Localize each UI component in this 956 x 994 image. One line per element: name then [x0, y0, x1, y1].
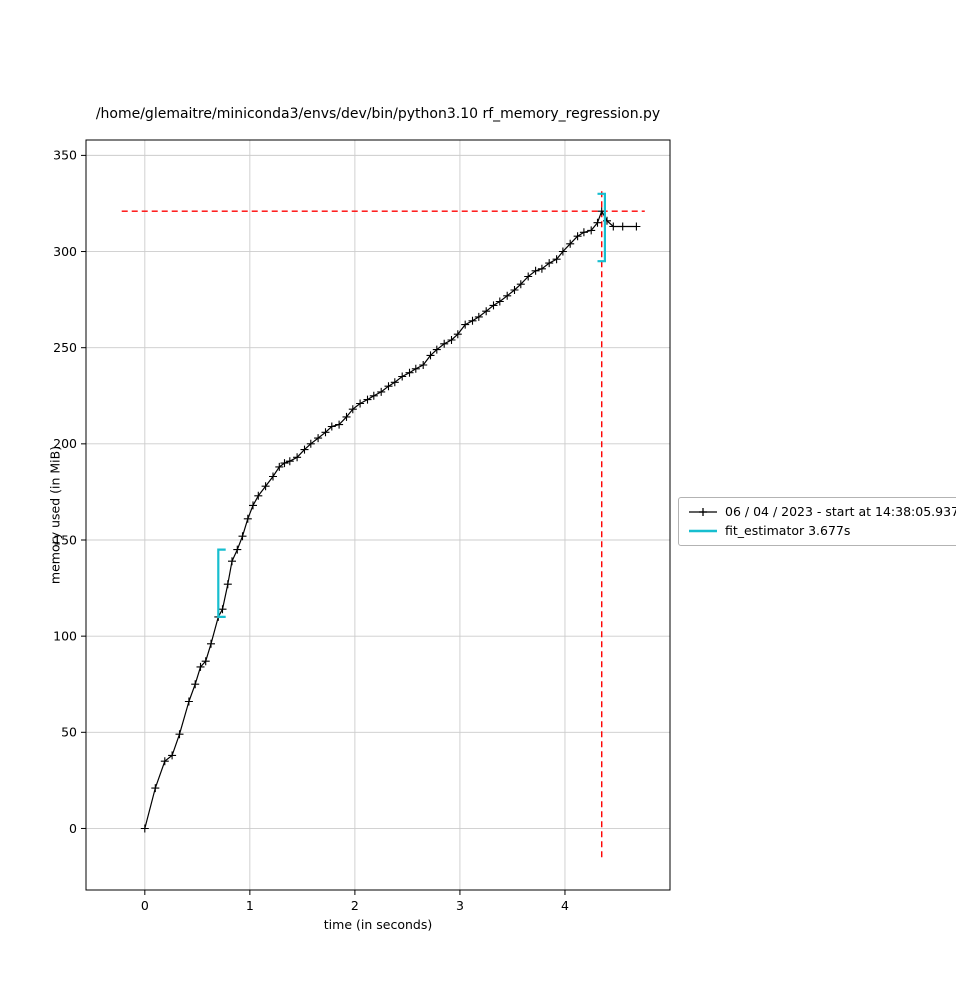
y-axis-label: memory used (in MiB)	[47, 445, 63, 585]
y-tick-label: 350	[53, 148, 77, 163]
x-tick-label: 3	[456, 898, 464, 913]
legend-swatch-line-icon	[689, 529, 717, 533]
y-tick-label: 300	[53, 244, 77, 259]
y-tick-label: 50	[61, 725, 77, 740]
legend-label-fit-estimator: fit_estimator 3.677s	[725, 523, 851, 538]
y-tick-label: 100	[53, 628, 77, 643]
memory-usage-markers	[140, 207, 641, 833]
legend-entry-series: 06 / 04 / 2023 - start at 14:38:05.937	[688, 505, 956, 519]
bracket-fit_estimator-start	[217, 548, 226, 618]
y-tick-label: 150	[53, 532, 77, 547]
y-tick-label: 0	[69, 821, 77, 836]
chart-title: /home/glemaitre/miniconda3/envs/dev/bin/…	[95, 106, 661, 122]
legend-label-series: 06 / 04 / 2023 - start at 14:38:05.937	[725, 504, 956, 519]
x-tick-label: 1	[246, 898, 254, 913]
legend-swatch-line-plus-icon	[689, 508, 717, 516]
legend: 06 / 04 / 2023 - start at 14:38:05.937 f…	[678, 497, 956, 546]
bracket-fit_estimator-end	[597, 192, 606, 263]
axes-border	[85, 139, 671, 891]
y-tick-label: 200	[53, 436, 77, 451]
legend-entry-fit-estimator: fit_estimator 3.677s	[688, 524, 956, 538]
y-tick-label: 250	[53, 340, 77, 355]
x-axis-label: time (in seconds)	[323, 917, 433, 932]
x-tick-label: 2	[351, 898, 359, 913]
x-tick-label: 4	[561, 898, 569, 913]
x-tick-label: 0	[141, 898, 149, 913]
axes-background	[86, 140, 670, 890]
